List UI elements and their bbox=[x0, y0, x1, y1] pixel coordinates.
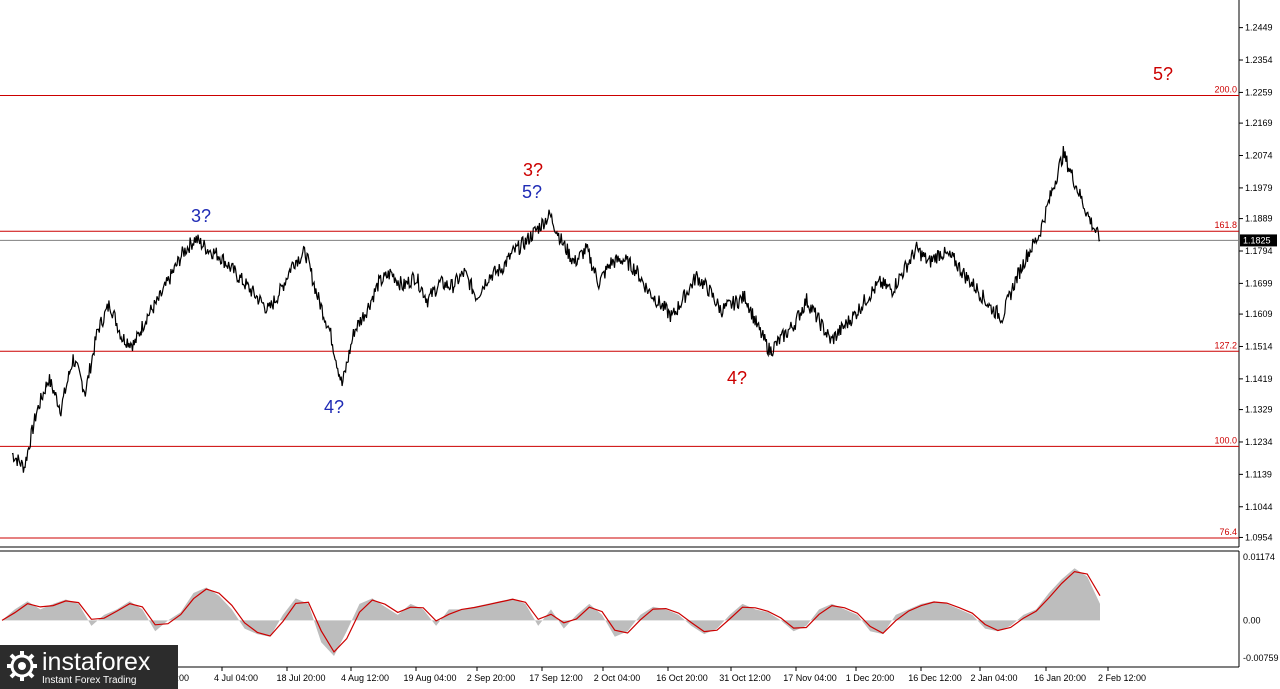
time-tick-label: 16 Oct 20:00 bbox=[656, 673, 708, 683]
time-tick-label: 2 Oct 04:00 bbox=[594, 673, 641, 683]
time-tick-label: 19 Aug 04:00 bbox=[403, 673, 456, 683]
price-series bbox=[11, 145, 1101, 473]
current-price-marker: 1.1825 bbox=[1240, 234, 1277, 247]
price-tick-label: 1.2259 bbox=[1245, 87, 1273, 97]
wave-label-red: 3? bbox=[523, 160, 543, 180]
time-tick-label: 4 Aug 12:00 bbox=[341, 673, 389, 683]
fib-level-label: 161.8 bbox=[1214, 220, 1237, 230]
fibonacci-levels: 200.0 161.8 127.2 100.0 76.4 bbox=[0, 84, 1239, 539]
fib-level-label: 100.0 bbox=[1214, 435, 1237, 445]
price-tick-label: 1.1234 bbox=[1245, 437, 1273, 447]
instaforex-logo: instaforex Instant Forex Trading bbox=[0, 645, 178, 689]
price-tick-label: 1.1139 bbox=[1245, 469, 1272, 479]
oscillator-scale-label: 0.00 bbox=[1243, 615, 1261, 625]
price-tick-label: 1.2169 bbox=[1245, 118, 1273, 128]
time-tick-label: 17 Sep 12:00 bbox=[529, 673, 583, 683]
brand-name: instaforex bbox=[42, 648, 151, 676]
price-tick-label: 1.1794 bbox=[1245, 246, 1273, 256]
price-tick-label: 1.1514 bbox=[1245, 341, 1273, 351]
price-line bbox=[11, 145, 1101, 473]
price-tick-label: 1.1699 bbox=[1245, 278, 1273, 288]
price-tick-label: 1.1889 bbox=[1245, 214, 1273, 224]
price-axis-ticks: 1.2449 1.2354 1.2259 1.2169 1.2074 1.1979 1.18… bbox=[1239, 23, 1273, 542]
fib-level-label: 76.4 bbox=[1219, 527, 1237, 537]
oscillator-scale-label: 0.01174 bbox=[1243, 552, 1275, 562]
price-tick-label: 1.1329 bbox=[1245, 405, 1273, 415]
time-tick-label: 2 Feb 12:00 bbox=[1098, 673, 1146, 683]
price-tick-label: 1.0954 bbox=[1245, 532, 1273, 542]
price-tick-label: 1.2449 bbox=[1245, 23, 1273, 33]
fib-level-label: 200.0 bbox=[1214, 84, 1237, 94]
price-tick-label: 1.2074 bbox=[1245, 151, 1273, 161]
price-tick-label: 1.2354 bbox=[1245, 55, 1273, 65]
time-tick-label: 17 Nov 04:00 bbox=[783, 673, 837, 683]
time-tick-label: 1 Dec 20:00 bbox=[846, 673, 895, 683]
price-tick-label: 1.1609 bbox=[1245, 309, 1273, 319]
oscillator-histogram bbox=[2, 568, 1100, 656]
time-tick-label: 16 Dec 12:00 bbox=[908, 673, 962, 683]
oscillator-scale-label: -0.00759 bbox=[1243, 653, 1279, 663]
time-tick-label: 2 Sep 20:00 bbox=[467, 673, 516, 683]
wave-label-blue: 5? bbox=[522, 182, 542, 202]
oscillator-signal-line bbox=[1, 570, 1101, 653]
price-pane bbox=[0, 0, 1239, 547]
brand-tagline: Instant Forex Trading bbox=[42, 675, 137, 686]
wave-label-blue: 4? bbox=[324, 397, 344, 417]
oscillator-series: 0.01174 0.00 -0.00759 bbox=[1, 552, 1279, 663]
time-tick-label: 4 Jul 04:00 bbox=[214, 673, 258, 683]
wave-labels: 3?4?5?3?4?5? bbox=[191, 64, 1173, 417]
time-tick-label: 2 Jan 04:00 bbox=[970, 673, 1017, 683]
fib-level-label: 127.2 bbox=[1214, 340, 1237, 350]
price-tick-label: 1.1419 bbox=[1245, 374, 1273, 384]
time-tick-label: 31 Oct 12:00 bbox=[719, 673, 771, 683]
time-tick-label: 16 Jan 20:00 bbox=[1034, 673, 1086, 683]
price-tick-label: 1.1044 bbox=[1245, 502, 1273, 512]
price-tick-label: 1.1979 bbox=[1245, 183, 1273, 193]
current-price-label: 1.1825 bbox=[1243, 235, 1271, 245]
wave-label-red: 5? bbox=[1153, 64, 1173, 84]
instaforex-gear-icon bbox=[7, 651, 37, 681]
wave-label-blue: 3? bbox=[191, 206, 211, 226]
wave-label-red: 4? bbox=[727, 368, 747, 388]
time-tick-label: 18 Jul 20:00 bbox=[276, 673, 325, 683]
